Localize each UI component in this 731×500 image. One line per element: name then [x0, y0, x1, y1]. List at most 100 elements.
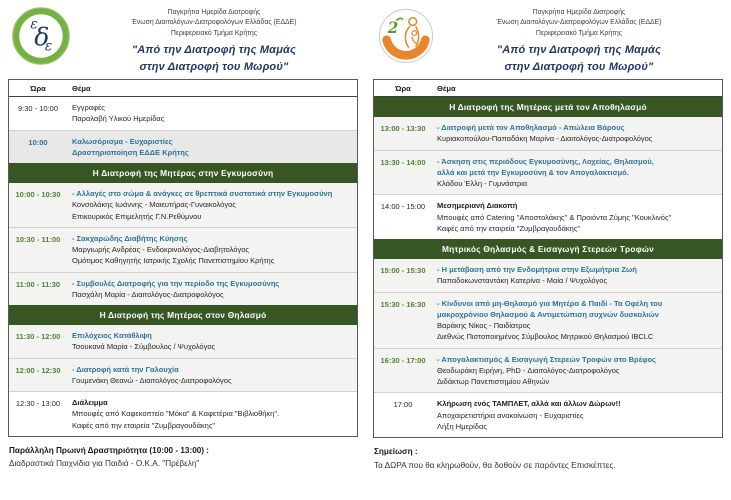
topic-line: Αποχαιρετιστήρια ανακοίνωση - Ευχαριστίε… [437, 410, 584, 420]
time-cell: 13:00 - 13:30 [380, 124, 426, 133]
topic-cell: - Αλλαγές στο σώμα & ανάγκες σε θρεπτικά… [67, 188, 354, 222]
svg-text:2: 2 [387, 18, 399, 37]
schedule-row: 10:30 - 11:00 - Σακχαρώδης Διαβήτης Κύηση… [9, 226, 357, 272]
svg-text:ε: ε [45, 39, 52, 55]
org-line: Ένωση Διαιτολόγων-Διατροφολόγων Ελλάδας … [131, 19, 297, 27]
schedule-row: 15:00 - 15:30 - Η μετάβαση από την Ενδομή… [374, 259, 722, 292]
schedule-row: 11:30 - 12:00 Επιλόχειος Κατάθλιψη Τσουκαν… [9, 325, 357, 358]
note-text: Τα ΔΩΡΑ που θα κληρωθούν, θα δοθούν σε π… [374, 460, 616, 470]
event-mother-baby-logo-icon: 2 [377, 7, 435, 65]
org-line: Παγκρήτια Ημερίδα Διατροφής [167, 9, 261, 16]
topic-line: Καφές από την εταιρεία "Ζυμβραγουδάκης" [72, 420, 216, 430]
topic-line: Λήξη Ημερίδας [437, 421, 487, 431]
topic-line: - Άσκηση στις περιόδους Εγκυμοσύνης, Λοχ… [437, 156, 654, 166]
schedule-row: 12:30 - 13:00 Διάλειμμα Μπουφές από Καφεκο… [9, 391, 357, 436]
topic-line: Ομότιμος Καθηγητής Ιατρικής Σχολής Πανεπ… [72, 256, 275, 266]
left-column: ε δ ε Παγκρήτια Ημερίδα Διατροφής Ένωση … [8, 5, 358, 500]
time-cell: 14:00 - 15:00 [380, 202, 426, 212]
topic-line: Κλάδου Έλλη - Γυμνάστρια [437, 179, 528, 188]
time-cell: 13:30 - 14:00 [380, 157, 426, 167]
left-column-header: ε δ ε Παγκρήτια Ημερίδα Διατροφής Ένωση … [8, 5, 358, 79]
topic-cell: - Κίνδυνοι από μη-Θηλασμό για Μητέρα & Π… [432, 298, 719, 343]
morning-program-table: Ώρα Θέμα 9:30 - 10:00 Εγγραφές Παραλαβή Υλ… [8, 79, 358, 437]
topic-line: Βαράκης Νίκος - Παιδίατρος [437, 321, 531, 330]
topic-line: Παραλαβή Υλικού Ημερίδας [72, 114, 165, 124]
topic-line: Μεσημεριανή Διακοπή [437, 201, 518, 211]
org-line: Περιφερειακό Τμήμα Κρήτης [170, 29, 258, 37]
topic-line: - Απογαλακτισμός & Εισαγωγή Στερεών Τροφ… [437, 354, 656, 364]
topic-line: Θεοδωράκη Ειρήνη, PhD - Διαιτολόγος-Διατ… [437, 365, 620, 375]
edde-association-logo-icon: ε δ ε [12, 7, 70, 65]
topic-line: Κυριακοπούλου-Παπαδάκη Μαρίνα - Διαιτολό… [437, 134, 653, 144]
time-cell: 17:00 [393, 400, 413, 410]
event-title: "Από την Διατροφή της Μαμάς στην Διατροφ… [70, 43, 358, 76]
topic-line: Επιλόχειος Κατάθλιψη [72, 331, 152, 340]
afternoon-program-table: Ώρα Θέμα Η Διατροφή της Μητέρας μετά τον… [373, 79, 723, 438]
topic-line: - Σακχαρώδης Διαβήτης Κύησης [72, 233, 188, 243]
topic-cell: Διάλειμμα Μπουφές από Καφεκοπτείο "Μόκα" … [67, 397, 354, 431]
org-line: Παγκρήτια Ημερίδα Διατροφής [532, 9, 626, 16]
time-cell: 10:30 - 11:00 [15, 234, 61, 244]
event-title-line2: στην Διατροφή του Μωρού" [139, 61, 289, 74]
schedule-row: 11:00 - 11:30 - Συμβουλές Διατροφής για τ… [9, 271, 357, 305]
schedule-row: 10:00 Καλωσόρισμα - Ευχαριστίες Δραστηριοπ… [9, 129, 357, 163]
topic-line: Κονσολάκης Ιωάννης - Μαιευτήρας-Γυναικολ… [72, 200, 236, 210]
schedule-row: 16:30 - 17:00 - Απογαλακτισμός & Εισαγωγή… [374, 347, 722, 393]
event-title-line1: "Από την Διατροφή της Μαμάς [131, 44, 297, 57]
topic-line: Πασχάλη Μαρία - Διαιτολόγος-Διατροφολόγο… [72, 289, 224, 299]
schedule-row: 17:00 Κλήρωση ενός ΤΑΜΠΛΕΤ, αλλά και άλλω… [374, 392, 722, 437]
time-cell: 9:30 - 10:00 [17, 104, 59, 113]
time-cell: 10:00 [28, 137, 48, 147]
topic-cell: - Διατροφή κατά την Γαλουχία Γουμενάκη Θε… [67, 364, 354, 387]
schedule-row: 13:30 - 14:00 - Άσκηση στις περιόδους Εγκ… [374, 149, 722, 195]
time-cell: 15:30 - 16:30 [380, 299, 426, 309]
topic-cell: - Η μετάβαση από την Ενδομήτρια στην Εξω… [432, 264, 719, 287]
schedule-row: 9:30 - 10:00 Εγγραφές Παραλαβή Υλικού Ημερ… [9, 97, 357, 130]
event-title: "Από την Διατροφή της Μαμάς στην Διατροφ… [435, 43, 723, 76]
topic-cell: - Απογαλακτισμός & Εισαγωγή Στερεών Τροφ… [432, 354, 719, 388]
event-title-line1: "Από την Διατροφή της Μαμάς [496, 44, 662, 57]
topic-cell: - Άσκηση στις περιόδους Εγκυμοσύνης, Λοχ… [432, 156, 719, 190]
right-column: 2 Παγκρήτια Ημερίδα Διατροφής Ένωση Διαι… [373, 5, 723, 500]
time-cell: 12:30 - 13:00 [15, 399, 61, 408]
parallel-activity-text: Διαδραστικά Παιχνίδια για Παιδιά - Ο.Κ.Α… [9, 459, 200, 469]
topic-cell: Κλήρωση ενός ΤΑΜΠΛΕΤ, αλλά και άλλων Δώρ… [432, 398, 719, 432]
topic-line: Γουμενάκη Θεανώ - Διαιτολόγος-Διατροφολό… [72, 375, 232, 385]
topic-line: - Διατροφή μετά τον Αποθηλασμό - Απώλεια… [437, 123, 625, 132]
topic-line: Μπουφές από Καφεκοπτείο "Μόκα" & Καφετέρ… [72, 409, 280, 419]
topic-line: Καφές από την εταιρεία "Ζυμβραγουδάκης" [437, 223, 581, 233]
section-header: Μητρικός Θηλασμός & Εισαγωγή Στερεών Τρο… [374, 239, 722, 259]
topic-line: Διεθνώς Πιστοποιημένος Σύμβουλος Μητρικο… [437, 332, 654, 342]
topic-line: αλλά και μετά την Εγκυμοσύνη & τον Απογα… [437, 167, 629, 177]
section-header: Η Διατροφή της Μητέρας στην Εγκυμοσύνη [9, 163, 357, 183]
afternoon-rows: Η Διατροφή της Μητέρας μετά τον Αποθηλασ… [374, 97, 722, 437]
schedule-row: 12:00 - 12:30 - Διατροφή κατά την Γαλουχί… [9, 357, 357, 391]
section-header: Η Διατροφή της Μητέρας στον Θηλασμό [9, 305, 357, 325]
topic-line: μακροχρόνιου Θηλασμού & Αντιμετώπιση συχ… [437, 309, 659, 319]
table-header-row: Ώρα Θέμα [9, 80, 357, 97]
topic-line: - Συμβουλές Διατροφής για την περίοδο τη… [72, 278, 280, 288]
topic-line: Διδάκτωρ Πανεπιστημίου Αθηνών [437, 377, 550, 386]
topic-line: Δραστηριοποίηση ΕΔΔΕ Κρήτης [72, 147, 189, 157]
svg-text:ε: ε [30, 16, 37, 32]
note-heading: Σημείωση : [374, 447, 418, 456]
event-title-line2: στην Διατροφή του Μωρού" [504, 61, 654, 74]
schedule-row: 13:00 - 13:30 - Διατροφή μετά τον Αποθηλα… [374, 117, 722, 150]
topic-line: Καλωσόρισμα - Ευχαριστίες [72, 136, 173, 146]
time-cell: 16:30 - 17:00 [380, 355, 426, 365]
schedule-row: 14:00 - 15:00 Μεσημεριανή Διακοπή Μπουφές … [374, 194, 722, 239]
parallel-activity-heading: Παράλληλη Πρωινή Δραστηριότητα (10:00 - … [9, 445, 210, 455]
topic-cell: - Συμβουλές Διατροφής για την περίοδο τη… [67, 278, 354, 301]
topic-line: Επικουρικός Επιμελητής Γ.Ν.Ρεθύμνου [72, 211, 202, 221]
topic-line: - Αλλαγές στο σώμα & ανάγκες σε θρεπτικά… [72, 189, 333, 198]
table-header-row: Ώρα Θέμα [374, 80, 722, 97]
schedule-row: 10:00 - 10:30 - Αλλαγές στο σώμα & ανάγκε… [9, 183, 357, 227]
topic-line: Εγγραφές [72, 103, 105, 112]
org-line: Περιφερειακό Τμήμα Κρήτης [535, 29, 623, 37]
time-cell: 11:00 - 11:30 [15, 279, 61, 289]
schedule-row: 15:30 - 16:30 - Κίνδυνοι από μη-Θηλασμό γ… [374, 291, 722, 348]
right-column-header: 2 Παγκρήτια Ημερίδα Διατροφής Ένωση Διαι… [373, 5, 723, 79]
topic-column-header: Θέμα [72, 84, 91, 93]
left-footer-note: Παράλληλη Πρωινή Δραστηριότητα (10:00 - … [8, 444, 358, 471]
